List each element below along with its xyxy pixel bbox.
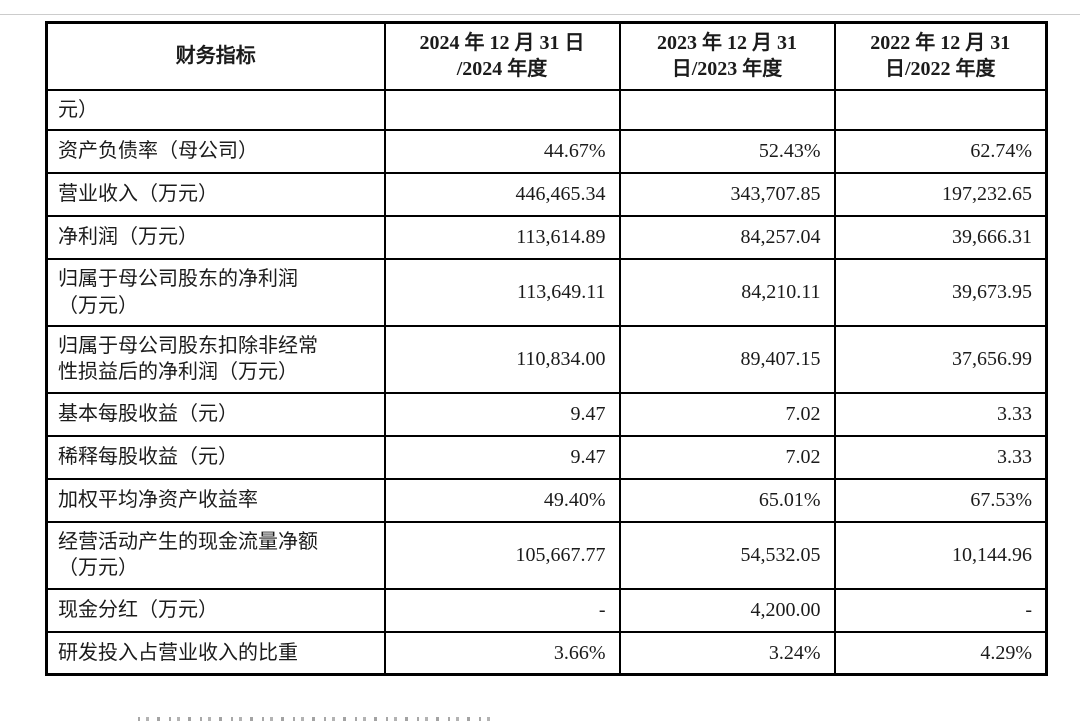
header-cell-2023: 2023 年 12 月 31 日/2023 年度 bbox=[618, 21, 836, 91]
table-row: 归属于母公司股东的净利润 （万元） 113,649.11 84,210.11 39,6… bbox=[45, 258, 1048, 327]
value-cell-2022: 197,232.65 bbox=[833, 172, 1048, 218]
indicator-cell: 归属于母公司股东的净利润 （万元） bbox=[45, 258, 386, 327]
header-cell-2024: 2024 年 12 月 31 日/2024 年度 bbox=[383, 21, 621, 91]
value-cell-2024: 3.66% bbox=[383, 630, 621, 676]
value-cell-2023: 7.02 bbox=[618, 391, 836, 437]
indicator-cell: 现金分红（万元） bbox=[45, 587, 386, 633]
value-cell-2023: 7.02 bbox=[618, 434, 836, 480]
header-line1: 2023 年 12 月 31 bbox=[657, 32, 797, 54]
value-cell-2023: 84,210.11 bbox=[618, 258, 836, 327]
header-cell-indicator: 财务指标 bbox=[45, 21, 386, 91]
value-cell-2022: - bbox=[833, 587, 1048, 633]
indicator-cell: 营业收入（万元） bbox=[45, 172, 386, 218]
value-cell-2023: 4,200.00 bbox=[618, 587, 836, 633]
header-line1: 2022 年 12 月 31 bbox=[870, 32, 1011, 54]
value-cell-2023: 84,257.04 bbox=[618, 215, 836, 261]
header-line2: 日/2023 年度 bbox=[671, 58, 783, 81]
value-cell-2022: 4.29% bbox=[833, 630, 1048, 676]
cropped-caption-fragment bbox=[138, 717, 494, 721]
value-cell-2023: 65.01% bbox=[618, 477, 836, 523]
indicator-cell: 稀释每股收益（元） bbox=[45, 434, 386, 480]
table-row: 经营活动产生的现金流量净额 （万元） 105,667.77 54,532.05 10,… bbox=[45, 520, 1048, 590]
value-cell-2024: 446,465.34 bbox=[383, 172, 621, 218]
value-cell-2024: 9.47 bbox=[383, 434, 621, 480]
indicator-cell: 研发投入占营业收入的比重 bbox=[45, 630, 386, 676]
table-row: 营业收入（万元） 446,465.34 343,707.85 197,232.65 bbox=[45, 172, 1048, 218]
table-row: 加权平均净资产收益率 49.40% 65.01% 67.53% bbox=[45, 477, 1048, 523]
page-top-rule bbox=[0, 14, 1080, 15]
indicator-cell: 净利润（万元） bbox=[45, 215, 386, 261]
indicator-cell: 经营活动产生的现金流量净额 （万元） bbox=[45, 520, 386, 590]
value-cell-2022: 62.74% bbox=[833, 129, 1048, 175]
value-cell-2023: 89,407.15 bbox=[618, 324, 836, 394]
value-cell-2024: 9.47 bbox=[383, 391, 621, 437]
value-cell-2023 bbox=[618, 88, 836, 132]
table-row: 归属于母公司股东扣除非经常 性损益后的净利润（万元） 110,834.00 89,4… bbox=[45, 324, 1048, 394]
table-header: 财务指标 2024 年 12 月 31 日/2024 年度 2023 年 12 月 … bbox=[45, 21, 1048, 91]
value-cell-2023: 54,532.05 bbox=[618, 520, 836, 590]
header-line1: 财务指标 bbox=[175, 45, 256, 68]
header-cell-2022: 2022 年 12 月 31 日/2022 年度 bbox=[833, 21, 1048, 91]
indicator-cell: 加权平均净资产收益率 bbox=[45, 477, 386, 523]
table-body: 元） 资产负债率（母公司） 44.67% 52.43% 62.74% 营业收入（万元） 44… bbox=[45, 88, 1048, 676]
table-row: 稀释每股收益（元） 9.47 7.02 3.33 bbox=[45, 434, 1048, 480]
value-cell-2022: 39,666.31 bbox=[833, 215, 1048, 261]
value-cell-2022 bbox=[833, 88, 1048, 132]
indicator-cell: 归属于母公司股东扣除非经常 性损益后的净利润（万元） bbox=[45, 324, 386, 394]
value-cell-2024: - bbox=[383, 587, 621, 633]
value-cell-2022: 3.33 bbox=[833, 434, 1048, 480]
header-line2: 日/2022 年度 bbox=[884, 58, 996, 81]
indicator-cell: 基本每股收益（元） bbox=[45, 391, 386, 437]
table-row: 元） bbox=[45, 88, 1048, 132]
table-row: 现金分红（万元） -4,200.00- bbox=[45, 587, 1048, 633]
table-row: 研发投入占营业收入的比重 3.66% 3.24% 4.29% bbox=[45, 630, 1048, 676]
value-cell-2023: 3.24% bbox=[618, 630, 836, 676]
value-cell-2022: 10,144.96 bbox=[833, 520, 1048, 590]
value-cell-2024: 110,834.00 bbox=[383, 324, 621, 394]
header-row: 财务指标 2024 年 12 月 31 日/2024 年度 2023 年 12 月 … bbox=[45, 21, 1048, 91]
value-cell-2022: 39,673.95 bbox=[833, 258, 1048, 327]
value-cell-2022: 67.53% bbox=[833, 477, 1048, 523]
value-cell-2022: 3.33 bbox=[833, 391, 1048, 437]
table-row: 资产负债率（母公司） 44.67% 52.43% 62.74% bbox=[45, 129, 1048, 175]
value-cell-2022: 37,656.99 bbox=[833, 324, 1048, 394]
value-cell-2024 bbox=[383, 88, 621, 132]
value-cell-2023: 52.43% bbox=[618, 129, 836, 175]
value-cell-2024: 105,667.77 bbox=[383, 520, 621, 590]
value-cell-2024: 44.67% bbox=[383, 129, 621, 175]
indicator-cell: 资产负债率（母公司） bbox=[45, 129, 386, 175]
value-cell-2024: 113,649.11 bbox=[383, 258, 621, 327]
header-line2: /2024 年度 bbox=[456, 58, 548, 81]
header-line1: 2024 年 12 月 31 日 bbox=[419, 32, 585, 54]
table-row: 基本每股收益（元） 9.47 7.02 3.33 bbox=[45, 391, 1048, 437]
indicator-cell: 元） bbox=[45, 88, 386, 132]
value-cell-2023: 343,707.85 bbox=[618, 172, 836, 218]
value-cell-2024: 49.40% bbox=[383, 477, 621, 523]
value-cell-2024: 113,614.89 bbox=[383, 215, 621, 261]
table-row: 净利润（万元） 113,614.89 84,257.04 39,666.31 bbox=[45, 215, 1048, 261]
financial-table: 财务指标 2024 年 12 月 31 日/2024 年度 2023 年 12 月 … bbox=[45, 21, 1048, 677]
